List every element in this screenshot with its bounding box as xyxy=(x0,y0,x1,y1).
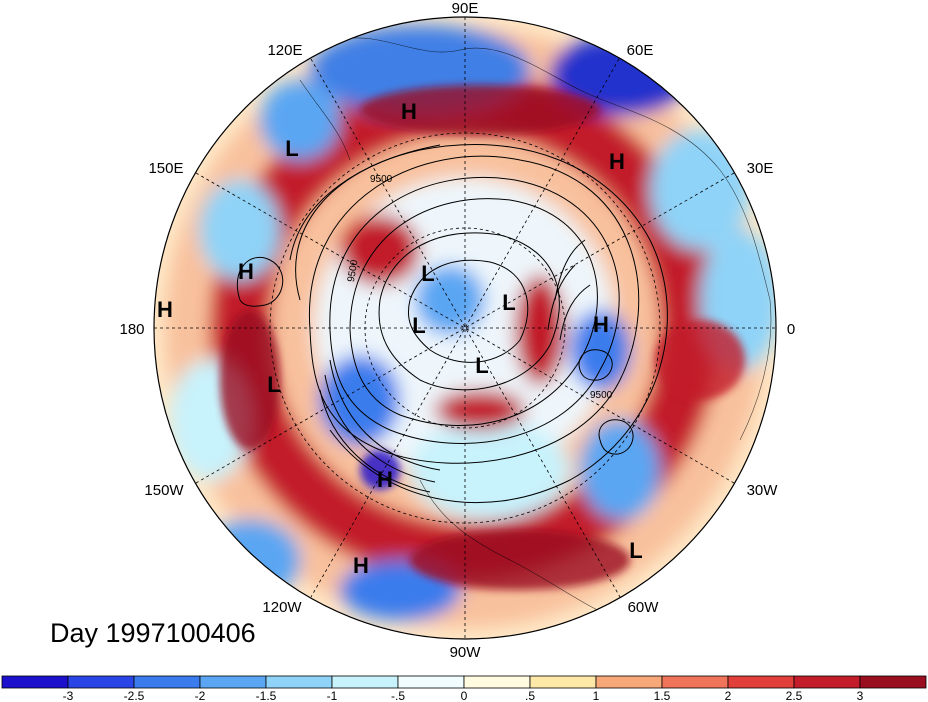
colorbar-tick-label: 0 xyxy=(461,689,468,702)
high-marker: H xyxy=(353,553,369,578)
high-marker: H xyxy=(157,297,173,322)
colorbar-tick-label: 2 xyxy=(725,689,732,702)
colorbar-tick-label: -2.5 xyxy=(124,689,145,702)
colorbar-swatch xyxy=(661,675,729,689)
day-label: Day 1997100406 xyxy=(50,618,256,648)
colorbar-swatch xyxy=(529,675,597,689)
lon-30e: 30E xyxy=(747,160,774,177)
lon-120w: 120W xyxy=(262,599,302,616)
lon-90e: 90E xyxy=(452,0,479,17)
low-marker: L xyxy=(285,136,298,161)
pressure-markers: H H H H H H H L L L L L L L xyxy=(157,99,643,578)
low-marker: L xyxy=(267,372,280,397)
lon-90w: 90W xyxy=(450,644,482,661)
colorbar-tick-label: -2 xyxy=(195,689,206,702)
colorbar-swatch xyxy=(727,675,795,689)
colorbar-tick-label: 2.5 xyxy=(786,689,803,702)
contour-label: 9500 xyxy=(370,174,393,185)
colorbar-swatch xyxy=(595,675,663,689)
low-marker: L xyxy=(421,261,434,286)
colorbar-tick-label: -1.5 xyxy=(256,689,277,702)
contour-value-labels: 9500 9500 9500 xyxy=(346,174,613,401)
height-contours xyxy=(236,143,668,504)
contour-label: 9500 xyxy=(346,259,361,283)
high-marker: H xyxy=(238,259,254,284)
colorbar-swatch xyxy=(859,675,927,689)
lon-0: 0 xyxy=(787,321,795,338)
lon-180: 180 xyxy=(119,321,144,338)
colorbar-swatch xyxy=(463,675,531,689)
graticule xyxy=(154,17,776,639)
high-marker: H xyxy=(609,149,625,174)
colorbar-tick-label: .5 xyxy=(525,689,535,702)
lon-120e: 120E xyxy=(267,42,302,59)
lon-60w: 60W xyxy=(628,599,660,616)
coastlines xyxy=(299,37,772,621)
colorbar-swatch xyxy=(1,675,69,689)
high-marker: H xyxy=(377,467,393,492)
colorbar-swatch xyxy=(397,675,465,689)
lon-150e: 150E xyxy=(148,160,183,177)
lon-150w: 150W xyxy=(144,482,184,499)
colorbar-swatch xyxy=(793,675,861,689)
colorbar-tick-label: 1.5 xyxy=(654,689,671,702)
longitude-labels: 90E 120E 60E 150E 30E 180 0 150W 30W 120… xyxy=(119,0,795,661)
high-marker: H xyxy=(593,312,609,337)
colorbar-tick-label: -3 xyxy=(63,689,74,702)
colorbar-swatch xyxy=(133,675,201,689)
colorbar-swatch xyxy=(331,675,399,689)
low-marker: L xyxy=(412,313,425,338)
colorbar-tick-label: -1 xyxy=(327,689,338,702)
low-marker: L xyxy=(502,290,515,315)
colorbar-swatch xyxy=(67,675,135,689)
colorbar-tick-label: 3 xyxy=(857,689,864,702)
high-marker: H xyxy=(401,99,417,124)
colorbar-swatch xyxy=(199,675,267,689)
map-boundary xyxy=(153,16,777,640)
colorbar-tick-label: -.5 xyxy=(391,689,405,702)
low-marker: L xyxy=(475,353,488,378)
low-marker: L xyxy=(629,538,642,563)
colorbar: -3 -2.5 -2 -1.5 -1 -.5 0 .5 1 1.5 2 2.5 3 xyxy=(1,675,927,702)
lon-60e: 60E xyxy=(627,42,654,59)
lon-30w: 30W xyxy=(747,482,779,499)
contour-label: 9500 xyxy=(590,390,613,401)
colorbar-tick-label: 1 xyxy=(593,689,600,702)
colorbar-swatch xyxy=(265,675,333,689)
